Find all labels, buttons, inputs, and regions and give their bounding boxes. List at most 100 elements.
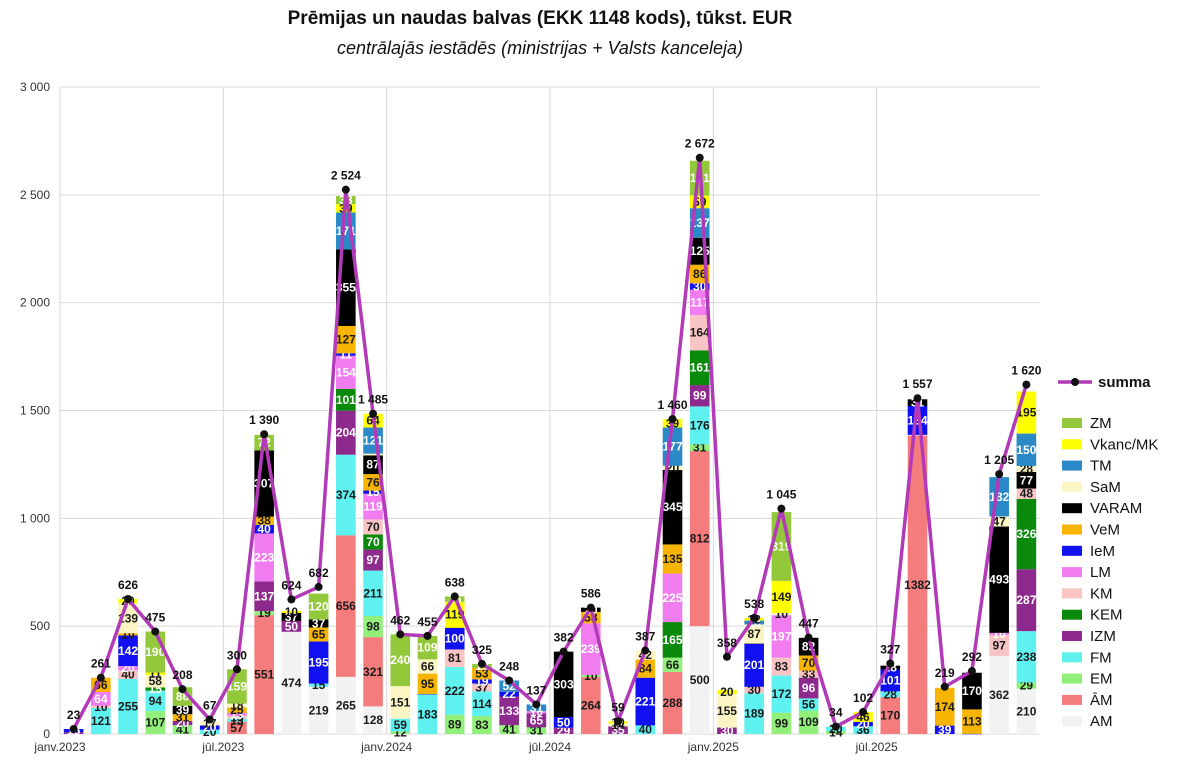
bar-segment bbox=[744, 620, 764, 625]
summa-point bbox=[886, 659, 895, 668]
bar-segment bbox=[826, 730, 846, 734]
bar-segment bbox=[172, 720, 193, 726]
legend-swatch bbox=[1062, 609, 1082, 620]
bar-segment bbox=[853, 721, 873, 727]
bar-segment bbox=[1016, 688, 1037, 734]
bar-segment bbox=[308, 619, 329, 628]
legend-swatch bbox=[1062, 673, 1082, 684]
bar-segment-label: 374 bbox=[336, 488, 356, 502]
bar-segment bbox=[553, 651, 574, 717]
bar-segment bbox=[989, 635, 1009, 656]
summa-label: 325 bbox=[472, 643, 492, 657]
bar-segment bbox=[145, 674, 166, 688]
summa-label: 248 bbox=[499, 660, 519, 674]
legend-swatch bbox=[1062, 545, 1082, 556]
summa-label: 1 045 bbox=[766, 488, 796, 502]
bar-segment-label: 57 bbox=[230, 721, 244, 735]
summa-point bbox=[750, 613, 759, 622]
summa-point bbox=[614, 717, 623, 726]
summa-point bbox=[369, 409, 378, 418]
bar-segment bbox=[662, 544, 683, 574]
y-tick-label: 2 000 bbox=[20, 296, 50, 310]
bar-segment bbox=[717, 694, 737, 728]
summa-label: 137 bbox=[526, 683, 546, 697]
bar-segment-label: 133 bbox=[499, 704, 519, 718]
bar-segment bbox=[390, 686, 411, 719]
bar-segment-label: 107 bbox=[145, 715, 165, 729]
bar-segment-label: 66 bbox=[421, 659, 435, 673]
summa-label: 208 bbox=[172, 668, 192, 682]
legend-label: LM bbox=[1090, 564, 1111, 581]
summa-point bbox=[314, 582, 323, 591]
bar-segment-label: 142 bbox=[118, 644, 138, 658]
bar-segment bbox=[63, 732, 84, 734]
bar-segment bbox=[1016, 569, 1037, 632]
bar-segment-label: 151 bbox=[390, 695, 410, 709]
bar-segment bbox=[989, 655, 1009, 734]
bar-segment-label: 66 bbox=[666, 658, 680, 672]
bar-segment bbox=[907, 434, 928, 436]
summa-label: 23 bbox=[67, 708, 81, 722]
legend-swatch bbox=[1062, 631, 1082, 641]
bar-segment bbox=[934, 725, 955, 734]
summa-point bbox=[940, 682, 949, 691]
bar-segment bbox=[308, 683, 329, 687]
bar-segment bbox=[390, 718, 411, 732]
summa-label: 387 bbox=[635, 630, 655, 644]
bar-segment-label: 159 bbox=[227, 679, 247, 693]
bar-segment bbox=[581, 611, 601, 624]
summa-label: 626 bbox=[118, 578, 138, 592]
bar-segment bbox=[798, 710, 819, 734]
summa-label: 2 672 bbox=[685, 137, 715, 151]
bar-segment-label: 83 bbox=[775, 660, 789, 674]
bar-segment-label: 265 bbox=[336, 698, 356, 712]
summa-label: 682 bbox=[309, 566, 329, 580]
summa-label: 586 bbox=[581, 587, 601, 601]
bar-segment-label: 225 bbox=[662, 591, 682, 605]
bar-segment-label: 89 bbox=[448, 717, 462, 731]
bar-segment bbox=[962, 709, 982, 734]
bar-segment-label: 109 bbox=[417, 641, 437, 655]
bar-segment-label: 221 bbox=[635, 695, 655, 709]
bar-segment bbox=[254, 524, 274, 534]
bar-segment bbox=[363, 490, 383, 494]
legend-label: KEM bbox=[1090, 607, 1123, 624]
bar-segment-label: 37 bbox=[285, 610, 299, 624]
bar-segment bbox=[662, 573, 683, 623]
bar-segment bbox=[526, 711, 547, 714]
bar-segment-label: 101 bbox=[880, 673, 900, 687]
bar-segment bbox=[336, 355, 356, 389]
bar-segment bbox=[118, 635, 138, 667]
bar-segment-label: 39 bbox=[938, 723, 952, 737]
bar-segment bbox=[526, 713, 547, 728]
bar-segment bbox=[608, 726, 628, 734]
legend-swatch bbox=[1062, 716, 1082, 727]
bar-segment bbox=[172, 705, 193, 715]
bar-segment-label: 165 bbox=[662, 633, 682, 647]
summa-point bbox=[232, 665, 241, 674]
summa-label: 358 bbox=[717, 636, 737, 650]
bar-segment-label: 20 bbox=[720, 685, 734, 699]
legend-swatch bbox=[1062, 503, 1082, 514]
legend-swatch bbox=[1062, 439, 1082, 450]
bar-segment bbox=[472, 683, 492, 692]
bar-segment-label: 303 bbox=[554, 677, 574, 691]
bar-segment-label: 240 bbox=[390, 653, 410, 667]
bar-segment bbox=[308, 641, 329, 684]
bar-segment bbox=[853, 712, 873, 722]
legend-label: ZM bbox=[1090, 415, 1112, 432]
bar-segment-label: 38 bbox=[257, 514, 271, 528]
summa-point bbox=[831, 722, 840, 731]
summa-label: 475 bbox=[145, 611, 165, 625]
bar-segment bbox=[771, 712, 792, 734]
bar-segment-label: 121 bbox=[91, 714, 111, 728]
bar-segment-label: 197 bbox=[771, 629, 791, 643]
bar-segment-label: 87 bbox=[747, 627, 761, 641]
summa-label: 300 bbox=[227, 648, 247, 662]
bar-segment bbox=[227, 707, 247, 713]
bar-segment-label: 96 bbox=[802, 681, 816, 695]
bar-segment-label: 47 bbox=[992, 514, 1006, 528]
bar-segment bbox=[227, 703, 247, 708]
bar-segment-label: 812 bbox=[690, 532, 710, 546]
